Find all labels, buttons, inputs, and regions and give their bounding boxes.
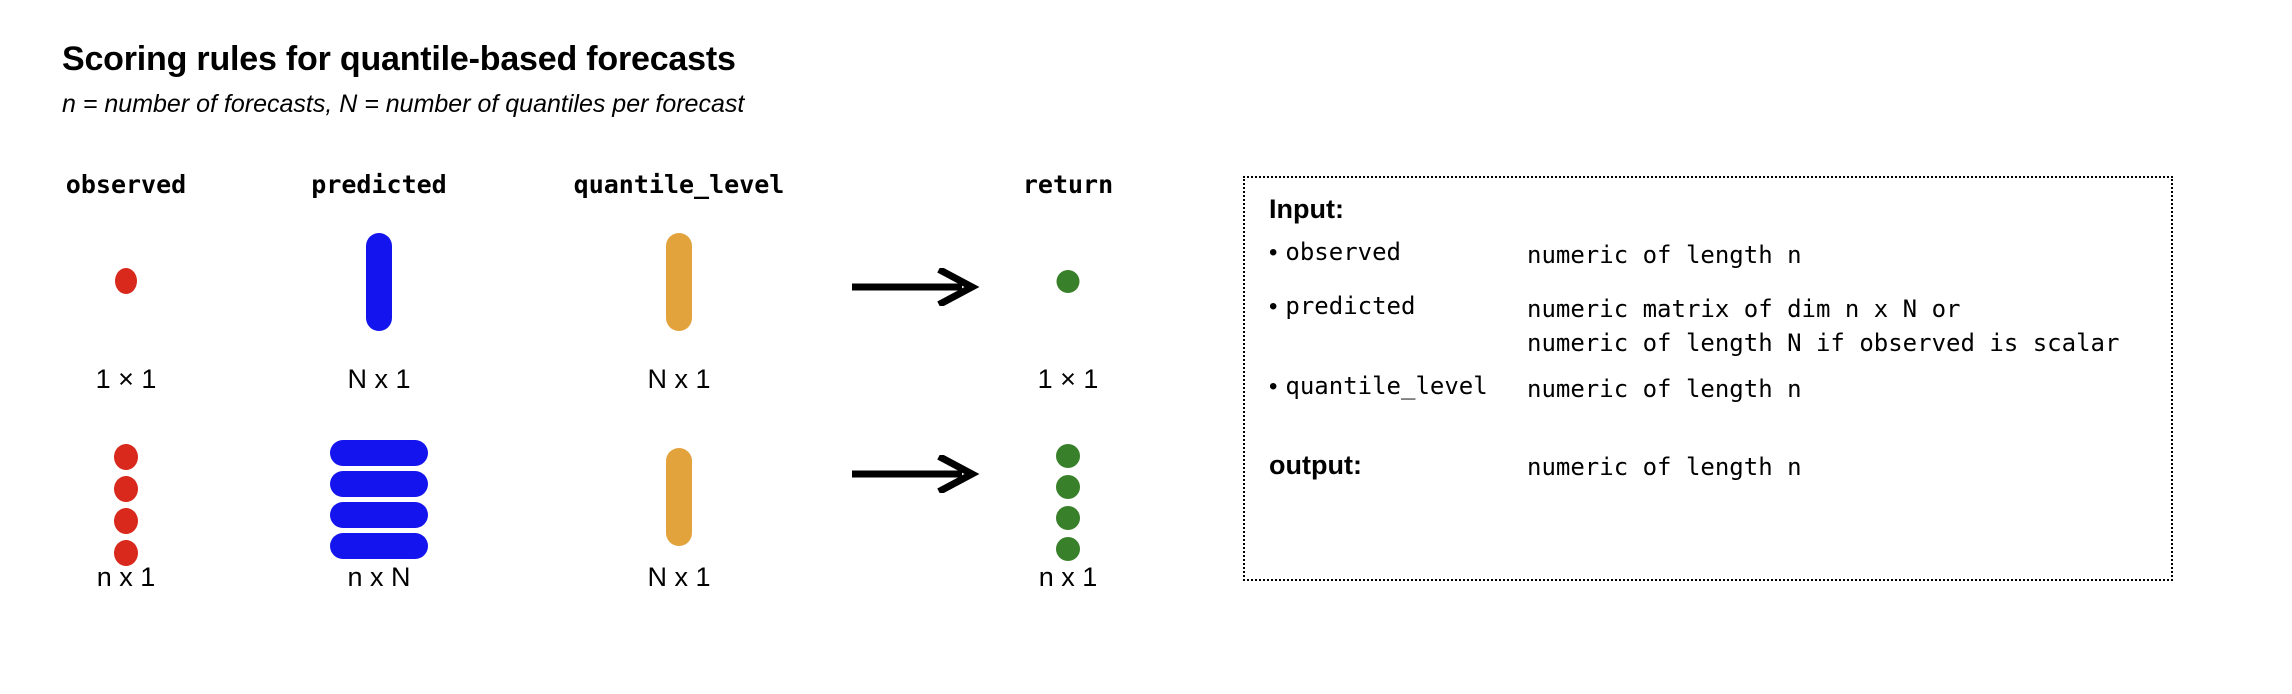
bullet-icon: • xyxy=(1269,373,1278,400)
column-header-quantile-level: quantile_level xyxy=(573,170,785,199)
observed-dot xyxy=(114,444,138,470)
spec-key-observed: • observed xyxy=(1269,238,1527,267)
predicted-bar xyxy=(330,471,428,497)
predicted-bar xyxy=(330,502,428,528)
io-spec-panel: Input: • observed numeric of length n • pr… xyxy=(1243,176,2173,581)
observed-dot xyxy=(114,476,138,502)
spec-key-predicted-label: predicted xyxy=(1285,292,1416,320)
spec-value-predicted-line1: numeric matrix of dim n x N or xyxy=(1527,295,1961,323)
output-label: output: xyxy=(1269,450,1362,480)
cell-row1-return xyxy=(1056,270,1080,293)
cell-row2-quantile-level xyxy=(666,448,692,546)
dim-label-row1-predicted: N x 1 xyxy=(347,364,411,394)
column-header-observed: observed xyxy=(65,170,187,199)
spec-value-predicted-line2: numeric of length N if observed is scala… xyxy=(1527,329,2120,357)
dim-label-row2-quantile-level: N x 1 xyxy=(647,562,711,592)
dim-label-row1-quantile-level: N x 1 xyxy=(647,364,711,394)
cell-row2-observed xyxy=(114,444,138,566)
cell-row2-predicted xyxy=(330,440,428,559)
predicted-bar xyxy=(330,533,428,559)
return-dot xyxy=(1056,537,1080,561)
spec-key-predicted: • predicted xyxy=(1269,292,1527,321)
spec-row-observed: • observed numeric of length n xyxy=(1269,238,2161,272)
spec-key-observed-label: observed xyxy=(1285,238,1401,266)
spec-value-quantile-level: numeric of length n xyxy=(1527,375,1802,403)
spec-value-predicted: numeric matrix of dim n x N or numeric o… xyxy=(1527,292,2119,360)
quantile-level-bar xyxy=(666,448,692,546)
cell-row1-quantile-level xyxy=(666,233,692,331)
spec-value-output: numeric of length n xyxy=(1527,453,1802,481)
dim-label-row2-return: n x 1 xyxy=(1038,562,1098,592)
column-header-predicted: predicted xyxy=(311,170,447,199)
return-dot xyxy=(1056,270,1080,293)
cell-row2-return xyxy=(1056,444,1080,561)
page-subtitle: n = number of forecasts, N = number of q… xyxy=(62,90,745,118)
bullet-icon: • xyxy=(1269,293,1278,320)
input-heading: Input: xyxy=(1269,194,1344,224)
return-dot xyxy=(1056,444,1080,468)
return-dot xyxy=(1056,475,1080,499)
arrow-row2 xyxy=(850,453,980,498)
dim-label-row2-observed: n x 1 xyxy=(96,562,156,592)
cell-row1-observed xyxy=(115,268,137,294)
predicted-bar xyxy=(366,233,392,331)
quantile-level-bar xyxy=(666,233,692,331)
diagram-area: observed predicted quantile_level return… xyxy=(65,170,1114,592)
cell-row1-predicted xyxy=(366,233,392,331)
bullet-icon: • xyxy=(1269,239,1278,266)
dim-label-row2-predicted: n x N xyxy=(347,562,411,592)
spec-value-observed: numeric of length n xyxy=(1527,241,1802,269)
spec-row-output: output: numeric of length n xyxy=(1269,450,2161,484)
observed-dot xyxy=(115,268,137,294)
dim-label-row1-observed: 1 × 1 xyxy=(95,364,157,394)
spec-row-predicted: • predicted numeric matrix of dim n x N o… xyxy=(1269,292,2161,360)
spec-key-quantile-level: • quantile_level xyxy=(1269,372,1527,401)
predicted-bar xyxy=(330,440,428,466)
return-dot-stack xyxy=(1056,444,1080,561)
column-header-return: return xyxy=(1022,170,1114,199)
page-title: Scoring rules for quantile-based forecas… xyxy=(62,40,736,78)
predicted-bar-stack xyxy=(330,440,428,559)
observed-dot xyxy=(114,508,138,534)
observed-dot xyxy=(114,540,138,566)
return-dot xyxy=(1056,506,1080,530)
spec-key-quantile-level-label: quantile_level xyxy=(1285,372,1488,400)
arrow-row1 xyxy=(850,266,980,311)
spec-row-quantile-level: • quantile_level numeric of length n xyxy=(1269,372,2161,406)
dim-label-row1-return: 1 × 1 xyxy=(1037,364,1099,394)
observed-dot-stack xyxy=(114,444,138,566)
